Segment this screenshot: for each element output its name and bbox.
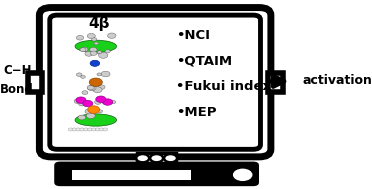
Circle shape <box>76 35 84 40</box>
Circle shape <box>89 78 102 86</box>
Circle shape <box>87 85 96 91</box>
Circle shape <box>98 85 105 89</box>
Circle shape <box>91 128 96 131</box>
Circle shape <box>76 97 86 103</box>
Circle shape <box>96 96 106 102</box>
Circle shape <box>98 110 102 113</box>
Circle shape <box>86 113 95 119</box>
Circle shape <box>93 87 102 93</box>
Circle shape <box>164 154 177 162</box>
Circle shape <box>80 48 86 52</box>
Circle shape <box>105 50 110 53</box>
Circle shape <box>81 75 85 78</box>
Circle shape <box>72 128 77 131</box>
Circle shape <box>88 106 100 113</box>
Ellipse shape <box>75 114 116 126</box>
Circle shape <box>95 128 100 131</box>
Circle shape <box>82 91 88 94</box>
Circle shape <box>80 128 84 131</box>
Circle shape <box>102 101 106 104</box>
Circle shape <box>101 71 110 77</box>
Circle shape <box>83 100 93 107</box>
Circle shape <box>233 169 253 181</box>
Circle shape <box>94 108 99 111</box>
Circle shape <box>81 47 88 52</box>
Text: activation: activation <box>302 74 372 87</box>
Circle shape <box>150 154 163 162</box>
Circle shape <box>76 73 82 76</box>
Circle shape <box>99 52 108 58</box>
FancyBboxPatch shape <box>50 15 260 149</box>
Text: C−H: C−H <box>3 64 31 77</box>
Circle shape <box>85 109 93 114</box>
Bar <box>268 73 283 92</box>
Circle shape <box>92 38 97 41</box>
FancyBboxPatch shape <box>39 8 271 157</box>
Circle shape <box>87 128 92 131</box>
Bar <box>28 73 42 92</box>
Circle shape <box>103 128 108 131</box>
Bar <box>72 170 191 180</box>
Circle shape <box>78 115 86 120</box>
Text: 4β: 4β <box>88 16 109 31</box>
Text: Bond: Bond <box>0 83 34 96</box>
Circle shape <box>97 73 102 76</box>
Circle shape <box>94 100 101 104</box>
Circle shape <box>99 128 104 131</box>
Circle shape <box>136 154 149 162</box>
Bar <box>137 153 176 163</box>
Circle shape <box>97 98 104 102</box>
Text: •NCI: •NCI <box>176 29 210 42</box>
Circle shape <box>90 60 100 66</box>
Circle shape <box>97 51 102 54</box>
Circle shape <box>108 33 116 38</box>
Circle shape <box>68 128 73 131</box>
Circle shape <box>87 33 95 39</box>
Circle shape <box>85 51 93 56</box>
Circle shape <box>84 128 89 131</box>
FancyBboxPatch shape <box>54 162 259 186</box>
Circle shape <box>90 51 97 55</box>
Text: •MEP: •MEP <box>176 106 217 119</box>
Circle shape <box>74 99 82 104</box>
Circle shape <box>90 47 97 52</box>
Ellipse shape <box>75 40 116 53</box>
Circle shape <box>87 85 94 90</box>
Circle shape <box>110 100 116 104</box>
Circle shape <box>97 51 102 54</box>
Circle shape <box>78 101 86 106</box>
Circle shape <box>76 128 81 131</box>
Circle shape <box>94 42 99 45</box>
Text: •QTAIM: •QTAIM <box>176 55 232 68</box>
Circle shape <box>103 99 113 105</box>
Text: •Fukui index: •Fukui index <box>176 81 271 93</box>
